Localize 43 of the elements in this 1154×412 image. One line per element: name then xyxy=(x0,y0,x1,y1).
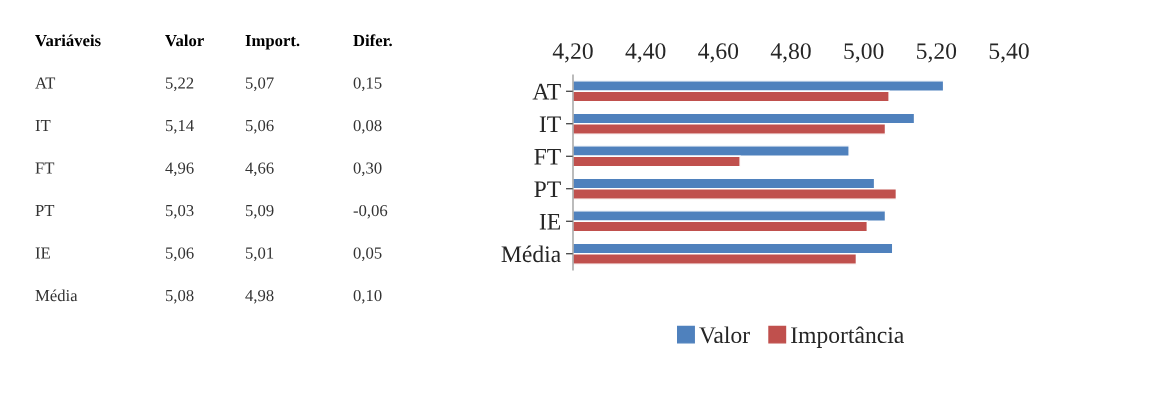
text: 0,08 xyxy=(353,119,382,134)
text: 5,22 xyxy=(165,77,194,92)
legend-label: Importância xyxy=(791,326,904,348)
x-tick-label: 5,00 xyxy=(844,43,884,63)
text: 4,98 xyxy=(245,289,274,304)
y-tick-label: PT xyxy=(534,181,561,197)
text: Variáveis xyxy=(35,34,101,47)
y-tick-label: FT xyxy=(534,148,561,165)
text: 0,10 xyxy=(353,289,382,304)
text: 5,06 xyxy=(165,247,194,262)
text: 5,01 xyxy=(245,247,274,262)
x-tick-label: 4,80 xyxy=(770,43,811,63)
text: 5,14 xyxy=(165,120,194,134)
text: 5,08 xyxy=(165,289,194,304)
text: PT xyxy=(35,205,55,217)
text: 5,07 xyxy=(245,77,274,92)
x-tick-label: 5,40 xyxy=(989,43,1029,63)
text: IE xyxy=(35,247,50,259)
text: Difer. xyxy=(353,34,392,47)
text: 4,66 xyxy=(245,162,274,177)
x-tick-label: 4,20 xyxy=(552,43,593,63)
text: AT xyxy=(35,77,56,89)
text: IT xyxy=(35,120,51,132)
y-tick-label: IE xyxy=(539,213,561,230)
text: 0,05 xyxy=(353,247,382,262)
y-tick-label: AT xyxy=(532,83,561,100)
text: Import. xyxy=(245,35,300,50)
text: Média xyxy=(35,289,78,302)
x-tick-label: 5,20 xyxy=(917,43,957,63)
y-tick-label: Média xyxy=(501,245,561,263)
text: -0,06 xyxy=(353,204,388,219)
text: 5,03 xyxy=(165,204,194,219)
legend-label: Valor xyxy=(699,326,750,344)
text: 5,06 xyxy=(245,119,274,134)
text: 4,96 xyxy=(165,162,194,177)
text: 0,15 xyxy=(353,77,382,92)
text: FT xyxy=(35,162,55,174)
x-tick-label: 4,60 xyxy=(698,43,739,63)
text: 0,30 xyxy=(353,162,382,177)
text: Valor xyxy=(165,34,204,47)
x-tick-label: 4,40 xyxy=(625,43,666,63)
y-tick-label: IT xyxy=(539,116,561,132)
text: 5,09 xyxy=(245,204,274,219)
